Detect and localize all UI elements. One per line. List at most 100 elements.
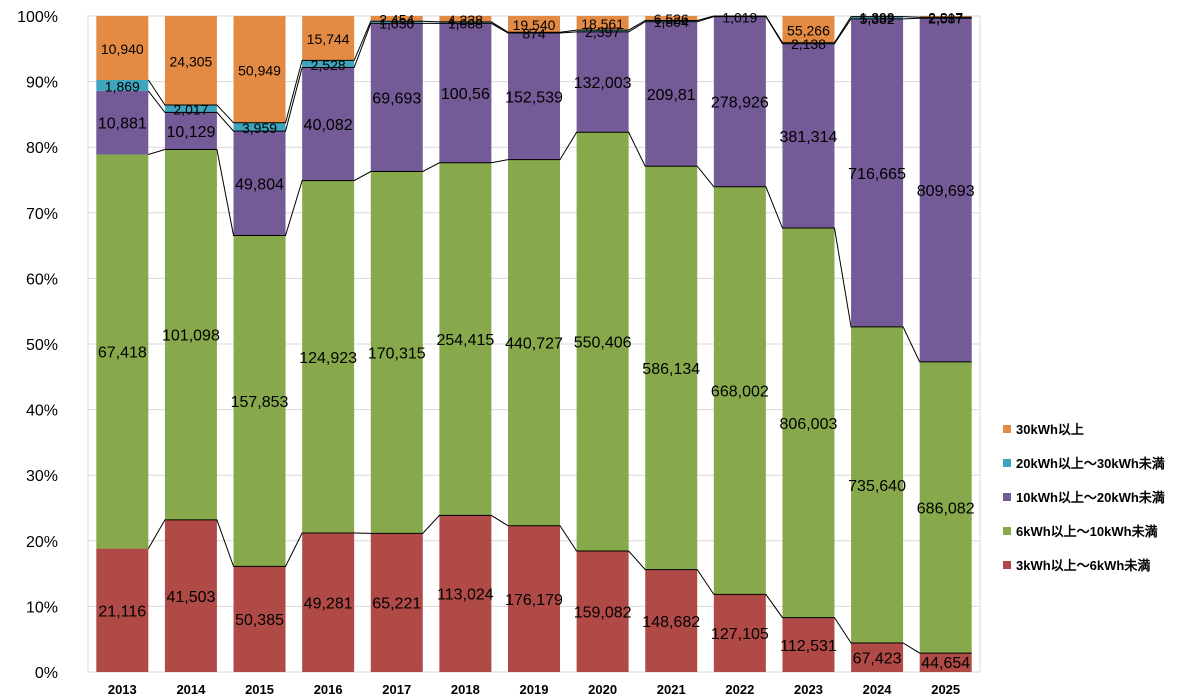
data-label: 3,959 (242, 120, 277, 136)
data-label: 148,682 (642, 614, 700, 631)
x-tick-label: 2017 (382, 682, 411, 697)
legend-swatch (1003, 493, 1011, 501)
data-label: 1,399 (860, 9, 895, 25)
series-boundary-line (147, 16, 972, 132)
bar-segment (370, 23, 423, 172)
data-label: 69,693 (372, 90, 421, 107)
data-label: 1,050 (379, 15, 414, 31)
bar-segment (508, 525, 560, 672)
data-label: 806,003 (780, 416, 838, 433)
data-label: 809,693 (917, 183, 975, 200)
data-label: 2,397 (585, 24, 620, 40)
bar-segment (645, 569, 698, 672)
data-label: 15,744 (307, 31, 350, 47)
data-label: 159,082 (574, 604, 632, 621)
y-tick-label: 20% (26, 534, 58, 551)
data-label: 1,869 (105, 78, 140, 94)
bar-segment (576, 16, 629, 31)
bar-segment (439, 515, 492, 672)
legend-swatch (1003, 459, 1011, 467)
bar-segment (370, 16, 423, 22)
bar-segment (713, 16, 766, 187)
bar-segment (508, 159, 560, 526)
bar-segment (439, 23, 492, 163)
bar-segment (782, 16, 835, 43)
data-label: 113,024 (437, 587, 494, 604)
data-label: 735,640 (848, 478, 906, 495)
bar-segment (439, 21, 492, 24)
data-label: 50,949 (238, 62, 281, 78)
data-label: 19,540 (513, 17, 556, 33)
x-tick-label: 2024 (863, 682, 893, 697)
legend-swatch (1003, 561, 1011, 569)
bar-segment (645, 16, 698, 21)
legend-label: 3kWh以上～6kWh未満 (1016, 558, 1150, 573)
bar-segment (851, 326, 904, 644)
series-boundary-line (147, 15, 972, 124)
x-tick-label: 2016 (314, 682, 343, 697)
bar-segment (576, 30, 629, 32)
y-tick-label: 40% (26, 403, 58, 420)
y-tick-label: 30% (26, 468, 58, 485)
bar-segment (782, 228, 835, 618)
data-label: 44,654 (921, 655, 970, 672)
data-label: 40,082 (304, 117, 353, 134)
legend-label: 10kWh以上～20kWh未満 (1016, 490, 1165, 505)
x-tick-label: 2014 (176, 682, 206, 697)
y-tick-label: 0% (35, 665, 58, 682)
bar-segment (713, 186, 766, 595)
x-tick-label: 2019 (520, 682, 549, 697)
data-label: 586,134 (642, 361, 700, 378)
x-tick-label: 2023 (794, 682, 823, 697)
data-label: 132,003 (574, 75, 632, 92)
bar-segment (851, 16, 904, 19)
bar-segment (302, 67, 355, 181)
bar-segment (233, 16, 286, 123)
bar-segment (302, 180, 355, 533)
bar-segment (233, 566, 286, 672)
data-label: 112,531 (780, 638, 837, 655)
series-boundary-line (147, 514, 972, 654)
bar-segment (370, 533, 423, 672)
data-label: 2,587 (928, 11, 963, 27)
data-label: 127,105 (711, 626, 769, 643)
bar-segment (302, 60, 355, 68)
bar-segment (782, 43, 835, 229)
bar-segment (233, 235, 286, 567)
data-label: 170,315 (368, 345, 426, 362)
data-label: 550,406 (574, 335, 632, 352)
legend-label: 6kWh以上～10kWh未満 (1016, 524, 1158, 539)
bar-segment (851, 18, 904, 327)
bar-segment (96, 79, 149, 91)
data-labels: 21,116 67,418 10,881 1,869 10,940 41,503 101,0… (98, 9, 975, 672)
data-label: 686,082 (917, 500, 975, 517)
data-label: 157,853 (231, 394, 289, 411)
data-label: 381,314 (780, 129, 838, 146)
bar-segment (96, 16, 149, 80)
y-tick-label: 100% (17, 9, 58, 26)
series-boundary-line (148, 131, 972, 363)
bar-segment (919, 17, 972, 19)
bar-segment (919, 361, 972, 654)
data-label: 10,940 (101, 41, 144, 57)
x-axis: 2013 2014 2015 2016 2017 2018 2019 2020 2021 2022… (108, 682, 960, 697)
data-label: 2,017 (173, 102, 208, 118)
bar-segment (439, 16, 492, 22)
data-label: 5,382 (860, 11, 895, 27)
data-label: 21,116 (98, 603, 146, 620)
data-label: 55,266 (787, 22, 830, 38)
x-tick-label: 2013 (108, 682, 137, 697)
bar-segment (645, 21, 698, 167)
data-label: 668,002 (711, 384, 769, 401)
data-label: 152,539 (505, 89, 563, 106)
bar-segment (164, 16, 217, 106)
data-label: 100,56 (441, 86, 490, 103)
bar-segment (919, 18, 972, 362)
bar-segment (96, 154, 149, 549)
data-label: 41,503 (166, 589, 215, 606)
bar-segment (508, 16, 560, 33)
bar-segment (782, 617, 835, 672)
data-label: 67,423 (853, 651, 902, 668)
data-label: 10,881 (98, 116, 147, 133)
y-tick-label: 50% (26, 337, 58, 354)
